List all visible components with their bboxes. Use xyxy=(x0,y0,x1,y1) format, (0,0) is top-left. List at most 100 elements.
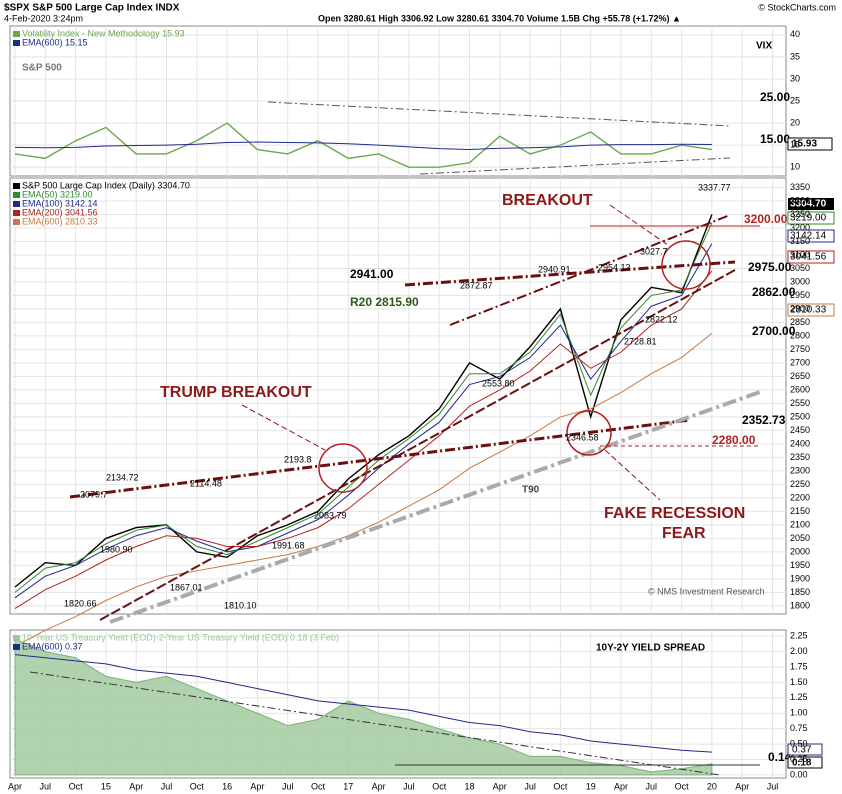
legend-swatch xyxy=(13,210,20,216)
annotation: 2700.00 xyxy=(752,324,796,338)
legend-entry: EMA(600) 0.37 xyxy=(22,641,83,651)
x-tick-label: Apr xyxy=(372,781,386,791)
y-tick-label: 40 xyxy=(790,29,800,39)
area xyxy=(14,638,713,776)
value-box xyxy=(787,756,823,769)
circle xyxy=(566,410,612,456)
x-tick-label: 19 xyxy=(586,781,596,791)
y-tick-label: 2600 xyxy=(790,384,810,394)
annotation: 2553.80 xyxy=(482,378,515,388)
legend-entry: EMA(600) 2810.33 xyxy=(22,216,98,226)
annotation: 3337.77 xyxy=(698,182,731,192)
annotation: BREAKOUT xyxy=(502,192,593,209)
x-tick-label: Jul xyxy=(524,781,536,791)
annotation: 2872.87 xyxy=(460,280,493,290)
value-box xyxy=(788,198,834,210)
x-tick-label: Apr xyxy=(614,781,628,791)
line xyxy=(14,654,712,753)
y-tick-label: 2.00 xyxy=(790,646,808,656)
annotation: 0.14 xyxy=(768,750,792,764)
value-box xyxy=(787,250,835,264)
trendline xyxy=(267,101,731,127)
y-tick-label: 30 xyxy=(790,73,800,83)
y-tick-label: 25 xyxy=(790,95,800,105)
y-tick-label: 2300 xyxy=(790,465,810,475)
line xyxy=(14,222,713,593)
annotation: R20 2815.90 xyxy=(350,295,419,309)
arrow xyxy=(604,449,661,501)
y-tick-label: 3000 xyxy=(790,276,810,286)
legend-swatch xyxy=(13,31,20,37)
trendline xyxy=(29,671,721,776)
annotation: 2352.73 xyxy=(742,413,786,427)
y-tick-label: 3250 xyxy=(790,209,810,219)
y-tick-label: 35 xyxy=(790,51,800,61)
legend-swatch xyxy=(13,644,20,650)
legend-entry: EMA(100) 3142.14 xyxy=(22,198,98,208)
y-tick-label: 2250 xyxy=(790,479,810,489)
annotation: FAKE RECESSION xyxy=(604,505,745,522)
annotation: 1867.01 xyxy=(170,582,203,592)
y-tick-label: 2050 xyxy=(790,533,810,543)
circle xyxy=(318,443,368,493)
line xyxy=(14,332,713,647)
y-tick-label: 2950 xyxy=(790,290,810,300)
y-tick-label: 2100 xyxy=(790,519,810,529)
y-tick-label: 2150 xyxy=(790,506,810,516)
trendline xyxy=(109,390,761,624)
y-tick-label: 1.75 xyxy=(790,661,808,671)
symbol: $SPX S&P 500 Large Cap Index INDX xyxy=(4,3,180,14)
annotation: 2822.12 xyxy=(645,314,678,324)
line xyxy=(14,141,712,151)
y-tick-label: 3300 xyxy=(790,195,810,205)
y-tick-label: 3200 xyxy=(790,222,810,232)
arrow xyxy=(609,204,669,246)
value-box xyxy=(787,211,835,225)
x-tick-label: Oct xyxy=(69,781,84,791)
annotation: 15.00 xyxy=(760,132,790,146)
yield-frame xyxy=(9,629,787,779)
y-tick-label: 1.25 xyxy=(790,692,808,702)
annotation: 15.93 xyxy=(792,139,817,150)
annotation: 2862.00 xyxy=(752,285,796,299)
annotation: 2114.48 xyxy=(190,478,222,488)
x-tick-label: 18 xyxy=(464,781,474,791)
y-tick-label: 3350 xyxy=(790,182,810,192)
trendline xyxy=(419,157,731,175)
y-tick-label: 1.00 xyxy=(790,708,808,718)
annotation: 1820.66 xyxy=(64,598,97,608)
line xyxy=(14,122,713,168)
annotation: 2728.81 xyxy=(624,336,657,346)
legend-entry: EMA(200) 3041.56 xyxy=(22,207,98,217)
x-tick-label: Jul xyxy=(646,781,658,791)
annotation: 2346.58 xyxy=(566,432,599,442)
annotation: TRUMP BREAKOUT xyxy=(160,384,312,401)
annotation: 3219.00 xyxy=(790,213,827,224)
y-tick-label: 2450 xyxy=(790,425,810,435)
annotation: 2954.13 xyxy=(598,262,631,272)
line xyxy=(14,270,713,610)
annotation: © NMS Investment Research xyxy=(648,586,765,596)
trendline xyxy=(99,269,736,621)
annotation: 25.00 xyxy=(760,90,790,104)
x-tick-label: Apr xyxy=(8,781,22,791)
y-tick-label: 1850 xyxy=(790,587,810,597)
y-tick-label: 0.00 xyxy=(790,769,808,779)
arrow xyxy=(241,404,326,451)
trendline xyxy=(404,260,736,287)
x-tick-label: Oct xyxy=(432,781,447,791)
y-tick-label: 1900 xyxy=(790,573,810,583)
x-tick-label: Jul xyxy=(40,781,52,791)
x-tick-label: Apr xyxy=(735,781,749,791)
legend-swatch xyxy=(13,192,20,198)
annotation: 10Y-2Y YIELD SPREAD xyxy=(596,643,705,654)
marks xyxy=(14,122,713,776)
y-tick-label: 2200 xyxy=(790,492,810,502)
legend-swatch xyxy=(13,183,20,189)
date: 4-Feb-2020 3:24pm xyxy=(4,13,83,23)
annotation: 3304.70 xyxy=(790,199,827,210)
y-tick-label: 2.25 xyxy=(790,631,808,641)
value-box xyxy=(787,229,835,243)
legend-swatch xyxy=(13,219,20,225)
